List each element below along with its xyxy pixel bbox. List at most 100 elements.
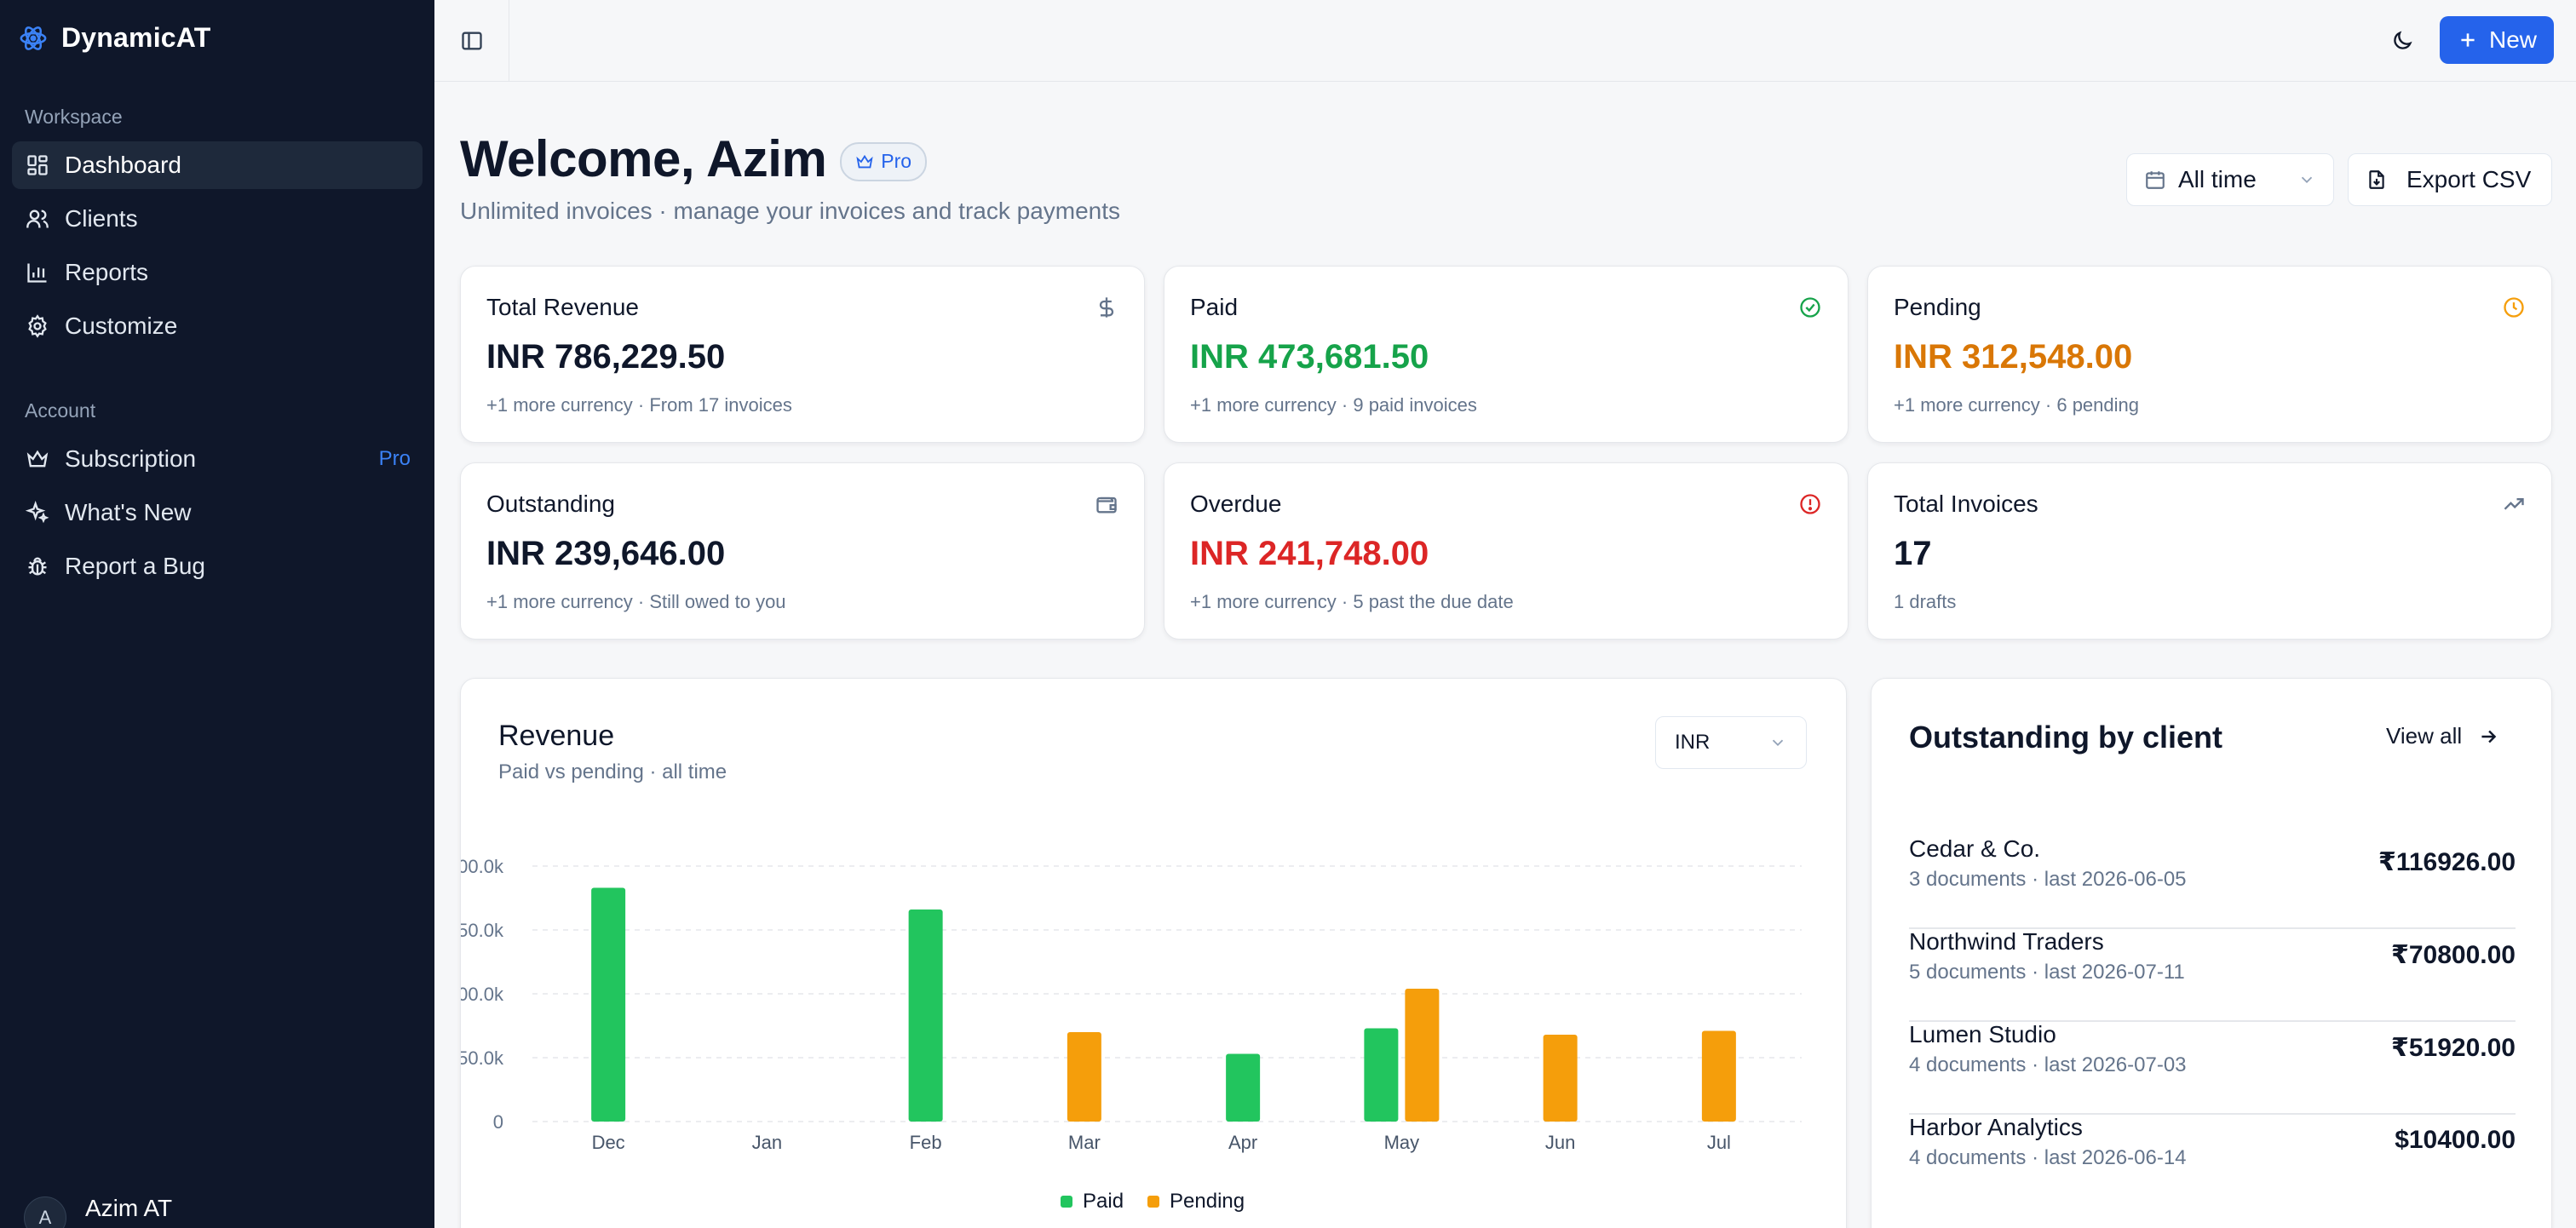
sidebar-item-customize[interactable]: Customize (12, 302, 423, 350)
bar-pending-jul[interactable] (1701, 1030, 1736, 1122)
theme-toggle-button[interactable] (2383, 22, 2421, 60)
stat-note: 1 drafts (1894, 591, 1957, 612)
users-icon (26, 209, 49, 228)
client-amount: ₹51920.00 (2390, 1034, 2516, 1062)
y-tick-label: 150.0k (461, 920, 504, 941)
bug-icon (28, 557, 47, 576)
bar-paid-apr[interactable] (1226, 1053, 1261, 1122)
account-section-label: Account (25, 399, 96, 422)
date-range-select[interactable]: All time (2126, 153, 2334, 206)
revenue-panel: Revenue Paid vs pending · all time INR 0… (460, 678, 1847, 1228)
stat-card-total-invoices: Total Invoices 17 1 drafts (1867, 462, 2552, 640)
clock-icon (2504, 297, 2524, 318)
client-name: Lumen Studio (1909, 1021, 2056, 1047)
chevron-down-icon (1772, 739, 1784, 747)
new-button-label: New (2488, 26, 2537, 53)
topbar: New (434, 0, 2576, 82)
stat-note: +1 more currency · 5 past the due date (1190, 591, 1514, 612)
sidebar-item-dashboard[interactable]: Dashboard (12, 141, 423, 189)
sidebar-item-clients[interactable]: Clients (12, 195, 423, 243)
bar-chart-icon (27, 263, 47, 283)
export-csv-button[interactable]: Export CSV (2348, 153, 2552, 206)
legend-label: Pending (1170, 1190, 1245, 1213)
sidebar-item-label: Report a Bug (65, 553, 205, 579)
stat-card-overdue: Overdue INR 241,748.00 +1 more currency … (1164, 462, 1849, 640)
stat-value: INR 241,748.00 (1190, 535, 1429, 572)
stat-label: Outstanding (486, 491, 615, 517)
stat-note: +1 more currency · Still owed to you (486, 591, 786, 612)
view-all-label: View all (2386, 723, 2463, 749)
stat-value: INR 312,548.00 (1894, 338, 2133, 376)
file-download-icon (2369, 170, 2384, 189)
plus-icon (2461, 33, 2475, 47)
bar-paid-may[interactable] (1364, 1028, 1399, 1122)
sidebar-item-reports[interactable]: Reports (12, 249, 423, 296)
x-tick-label: Jan (752, 1132, 782, 1153)
client-row[interactable]: Northwind Traders 5 documents · last 202… (1909, 928, 2516, 1022)
dollar-icon (1099, 297, 1114, 318)
revenue-subtitle: Paid vs pending · all time (498, 760, 727, 783)
avatar: A (24, 1196, 66, 1228)
sidebar-item-label: Dashboard (65, 152, 181, 178)
client-name: Northwind Traders (1909, 928, 2104, 955)
moon-icon (2394, 31, 2412, 49)
sidebar-item-whats-new[interactable]: What's New (12, 489, 423, 537)
x-tick-label: Jun (1545, 1132, 1575, 1153)
pro-tag: Pro (378, 447, 411, 470)
client-amount: ₹116926.00 (2378, 848, 2516, 876)
check-circle-icon (1800, 297, 1820, 318)
client-amount: ₹70800.00 (2390, 941, 2516, 969)
outstanding-panel: Outstanding by client View all Cedar & C… (1871, 678, 2552, 1228)
bar-paid-dec[interactable] (591, 887, 626, 1122)
bar-pending-may[interactable] (1405, 989, 1440, 1122)
sidebar: DynamicAT Workspace Dashboard Clients Re… (0, 0, 434, 1228)
stat-label: Total Revenue (486, 294, 640, 320)
legend-swatch (1061, 1196, 1072, 1208)
x-tick-label: May (1384, 1132, 1420, 1153)
client-row[interactable]: Cedar & Co. 3 documents · last 2026-06-0… (1909, 835, 2516, 929)
new-button[interactable]: New (2440, 16, 2554, 64)
y-tick-label: 100.0k (461, 984, 504, 1005)
workspace-section-label: Workspace (25, 106, 123, 128)
client-row[interactable]: Harbor Analytics 4 documents · last 2026… (1909, 1114, 2516, 1208)
client-row[interactable]: Lumen Studio 4 documents · last 2026-07-… (1909, 1021, 2516, 1115)
welcome-header: Welcome, Azim Pro (460, 129, 928, 188)
dashboard-icon (27, 155, 48, 175)
legend-swatch (1147, 1196, 1160, 1208)
bar-pending-jun[interactable] (1543, 1035, 1578, 1122)
x-tick-label: Feb (910, 1132, 942, 1153)
crown-icon (856, 154, 873, 168)
stat-card-outstanding: Outstanding INR 239,646.00 +1 more curre… (460, 462, 1145, 640)
legend-item-paid[interactable]: Paid (1061, 1190, 1124, 1214)
x-tick-label: Jul (1707, 1132, 1731, 1153)
stat-label: Paid (1190, 294, 1239, 320)
legend-label: Paid (1083, 1190, 1124, 1213)
currency-select-value: INR (1675, 731, 1711, 754)
sidebar-toggle-button[interactable] (434, 0, 509, 82)
stat-note: +1 more currency · 9 paid invoices (1190, 394, 1477, 416)
stat-label: Overdue (1190, 491, 1282, 517)
sidebar-item-label: Customize (65, 313, 178, 339)
export-csv-label: Export CSV (2406, 166, 2532, 192)
client-meta: 5 documents · last 2026-07-11 (1909, 961, 2185, 984)
arrow-right-icon (2481, 730, 2497, 743)
sidebar-item-report-bug[interactable]: Report a Bug (12, 542, 423, 590)
legend-item-pending[interactable]: Pending (1147, 1190, 1245, 1214)
brand[interactable]: DynamicAT (19, 22, 210, 54)
x-tick-label: Mar (1068, 1132, 1101, 1153)
view-all-link[interactable]: View all (2386, 723, 2499, 749)
wallet-icon (1096, 496, 1117, 514)
sidebar-item-label: Subscription (65, 445, 197, 472)
user-profile[interactable]: A Azim AT (24, 1195, 172, 1228)
sparkles-icon (26, 501, 49, 524)
stat-note: +1 more currency · 6 pending (1894, 394, 2139, 416)
chart-legend: Paid Pending (1061, 1190, 1245, 1214)
currency-select[interactable]: INR (1655, 716, 1807, 769)
bar-paid-feb[interactable] (908, 910, 943, 1122)
bar-pending-mar[interactable] (1067, 1032, 1101, 1122)
revenue-chart: 0 50.0k 100.0k 150.0k 200.0k Dec Jan Feb Mar Apr M… (461, 856, 1802, 1153)
x-tick-label: Apr (1228, 1132, 1257, 1153)
sidebar-item-subscription[interactable]: Subscription Pro (12, 435, 423, 483)
client-name: Harbor Analytics (1909, 1114, 2083, 1140)
stat-value: INR 786,229.50 (486, 338, 726, 376)
